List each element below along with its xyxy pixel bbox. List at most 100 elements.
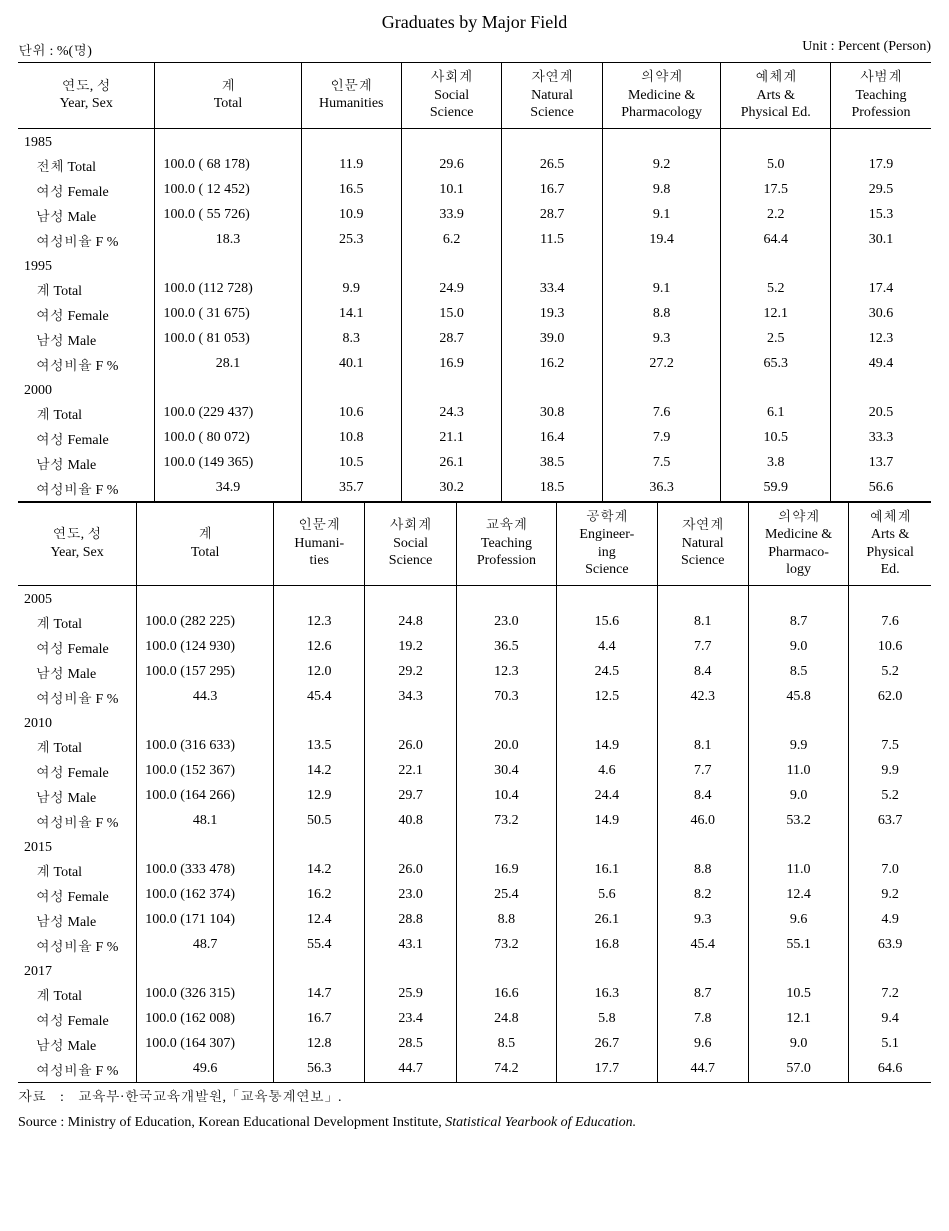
value-cell: 63.7	[849, 809, 931, 834]
value-cell: 26.5	[502, 153, 602, 178]
value-cell: 11.0	[748, 759, 848, 784]
value-cell: 10.5	[301, 451, 401, 476]
empty-cell	[401, 253, 501, 277]
data-row: 여성비율 F %34.935.730.218.536.359.956.6	[18, 476, 931, 502]
row-label: 계 Total	[18, 401, 155, 426]
data-row: 남성 Male100.0 ( 81 053)8.328.739.09.32.51…	[18, 327, 931, 352]
empty-cell	[849, 958, 931, 982]
hdr2-humanities: 인문계Humani-ties	[274, 502, 365, 585]
value-cell: 6.2	[401, 228, 501, 253]
value-cell: 17.7	[557, 1057, 657, 1083]
total-cell: 100.0 ( 12 452)	[155, 178, 301, 203]
value-cell: 7.7	[657, 635, 748, 660]
hdr-arts: 예체계Arts &Physical Ed.	[721, 63, 831, 129]
empty-cell	[365, 834, 456, 858]
hdr2-social: 사회계SocialScience	[365, 502, 456, 585]
value-cell: 42.3	[657, 685, 748, 710]
empty-cell	[456, 834, 556, 858]
row-label: 남성 Male	[18, 784, 137, 809]
header-row-2: 연도, 성Year, Sex 계Total 인문계Humani-ties 사회계…	[18, 502, 931, 585]
value-cell: 24.5	[557, 660, 657, 685]
year-row: 2005	[18, 585, 931, 610]
value-cell: 7.9	[602, 426, 721, 451]
empty-cell	[155, 377, 301, 401]
value-cell: 16.7	[274, 1007, 365, 1032]
value-cell: 26.0	[365, 734, 456, 759]
data-row: 여성비율 F %48.150.540.873.214.946.053.263.7	[18, 809, 931, 834]
row-label: 여성 Female	[18, 302, 155, 327]
value-cell: 10.5	[721, 426, 831, 451]
table-title: Graduates by Major Field	[18, 12, 931, 33]
total-cell: 100.0 (152 367)	[137, 759, 274, 784]
value-cell: 9.1	[602, 203, 721, 228]
value-cell: 24.8	[456, 1007, 556, 1032]
empty-cell	[274, 834, 365, 858]
year-label: 2015	[18, 834, 137, 858]
value-cell: 30.2	[401, 476, 501, 502]
empty-cell	[155, 253, 301, 277]
value-cell: 45.4	[657, 933, 748, 958]
data-row: 계 Total100.0 (112 728)9.924.933.49.15.21…	[18, 277, 931, 302]
value-cell: 5.6	[557, 883, 657, 908]
data-row: 남성 Male100.0 (149 365)10.526.138.57.53.8…	[18, 451, 931, 476]
value-cell: 63.9	[849, 933, 931, 958]
row-label: 여성비율 F %	[18, 685, 137, 710]
value-cell: 14.9	[557, 734, 657, 759]
value-cell: 24.4	[557, 784, 657, 809]
value-cell: 4.4	[557, 635, 657, 660]
value-cell: 3.8	[721, 451, 831, 476]
footnote-en-italic: Statistical Yearbook of Education.	[445, 1115, 636, 1130]
value-cell: 34.3	[365, 685, 456, 710]
value-cell: 19.3	[502, 302, 602, 327]
total-cell: 100.0 (164 307)	[137, 1032, 274, 1057]
data-row: 계 Total100.0 (326 315)14.725.916.616.38.…	[18, 982, 931, 1007]
value-cell: 15.3	[831, 203, 931, 228]
value-cell: 6.1	[721, 401, 831, 426]
value-cell: 30.4	[456, 759, 556, 784]
value-cell: 22.1	[365, 759, 456, 784]
empty-cell	[657, 834, 748, 858]
value-cell: 30.6	[831, 302, 931, 327]
year-label: 2005	[18, 585, 137, 610]
data-row: 여성 Female100.0 ( 12 452)16.510.116.79.81…	[18, 178, 931, 203]
value-cell: 13.7	[831, 451, 931, 476]
row-label: 여성 Female	[18, 426, 155, 451]
data-row: 남성 Male100.0 (164 266)12.929.710.424.48.…	[18, 784, 931, 809]
total-cell: 100.0 ( 80 072)	[155, 426, 301, 451]
value-cell: 30.1	[831, 228, 931, 253]
hdr-total: 계Total	[155, 63, 301, 129]
value-cell: 8.8	[456, 908, 556, 933]
value-cell: 50.5	[274, 809, 365, 834]
value-cell: 36.3	[602, 476, 721, 502]
value-cell: 9.2	[602, 153, 721, 178]
value-cell: 11.5	[502, 228, 602, 253]
row-label: 계 Total	[18, 734, 137, 759]
row-label: 남성 Male	[18, 660, 137, 685]
value-cell: 44.7	[657, 1057, 748, 1083]
empty-cell	[557, 585, 657, 610]
value-cell: 17.4	[831, 277, 931, 302]
value-cell: 21.1	[401, 426, 501, 451]
value-cell: 10.4	[456, 784, 556, 809]
value-cell: 5.1	[849, 1032, 931, 1057]
row-label: 여성 Female	[18, 1007, 137, 1032]
value-cell: 9.3	[657, 908, 748, 933]
total-cell: 100.0 (316 633)	[137, 734, 274, 759]
data-row: 남성 Male100.0 ( 55 726)10.933.928.79.12.2…	[18, 203, 931, 228]
total-cell: 44.3	[137, 685, 274, 710]
total-cell: 28.1	[155, 352, 301, 377]
value-cell: 8.1	[657, 610, 748, 635]
empty-cell	[401, 377, 501, 401]
value-cell: 9.9	[849, 759, 931, 784]
unit-left: 단위 : %(명)	[18, 39, 92, 60]
value-cell: 14.2	[274, 858, 365, 883]
value-cell: 19.2	[365, 635, 456, 660]
row-label: 여성 Female	[18, 883, 137, 908]
empty-cell	[657, 710, 748, 734]
value-cell: 7.7	[657, 759, 748, 784]
row-label: 여성비율 F %	[18, 352, 155, 377]
header-row-1: 연도, 성Year, Sex 계Total 인문계Humanities 사회계S…	[18, 63, 931, 129]
row-label: 계 Total	[18, 858, 137, 883]
row-label: 남성 Male	[18, 203, 155, 228]
empty-cell	[137, 710, 274, 734]
